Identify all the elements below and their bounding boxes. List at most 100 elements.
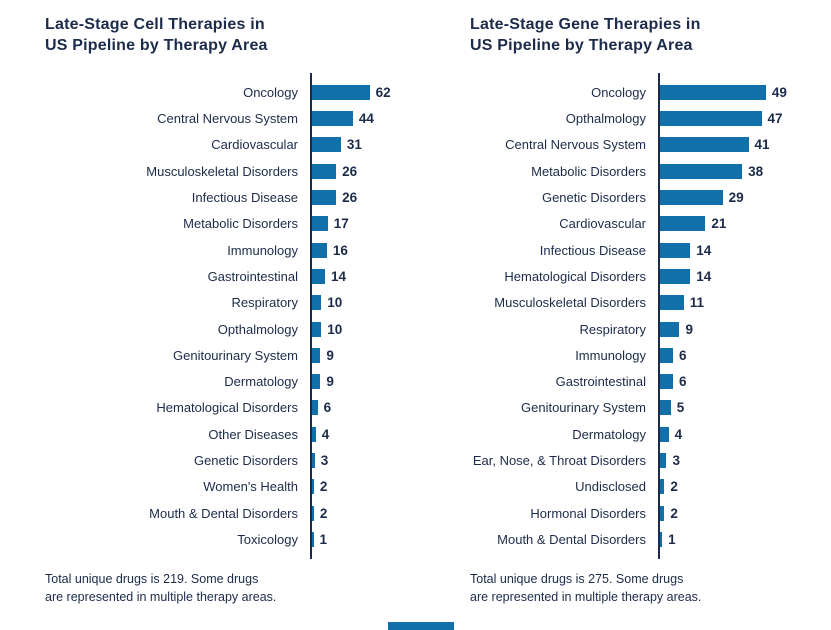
bar-cell: 11 bbox=[658, 295, 705, 311]
value-label: 14 bbox=[696, 268, 712, 284]
value-label: 14 bbox=[331, 268, 347, 284]
chart-title-line-2: US Pipeline by Therapy Area bbox=[45, 37, 268, 55]
bar-row: Undisclosed 2 bbox=[470, 474, 830, 500]
category-label: Respiratory bbox=[579, 321, 646, 337]
value-label: 62 bbox=[375, 84, 391, 100]
bar bbox=[660, 163, 743, 179]
bar bbox=[660, 295, 684, 311]
bar-cell: 6 bbox=[658, 374, 686, 390]
bar bbox=[660, 268, 691, 284]
bar-row: Other Diseases 4 bbox=[45, 421, 470, 447]
category-label: Dermatology bbox=[224, 374, 298, 390]
bar bbox=[660, 321, 680, 337]
bar-cell: 2 bbox=[658, 479, 678, 495]
category-label: Musculoskeletal Disorders bbox=[494, 295, 646, 311]
bar bbox=[660, 216, 706, 232]
category-label: Hormonal Disorders bbox=[530, 505, 646, 521]
bar bbox=[660, 400, 671, 416]
category-label: Genitourinary System bbox=[521, 400, 646, 416]
bar bbox=[660, 111, 762, 127]
bar bbox=[660, 505, 665, 521]
category-label: Women's Health bbox=[203, 479, 298, 495]
chart-plot-area: Oncology 49 Opthalmology 47 Central Nervous … bbox=[470, 73, 830, 559]
category-label: Cardiovascular bbox=[211, 137, 298, 153]
bar-row: Cardiovascular 21 bbox=[470, 211, 830, 237]
bar-cell: 6 bbox=[310, 400, 332, 416]
bar-row: Hematological Disorders 14 bbox=[470, 263, 830, 289]
bar-cell: 3 bbox=[658, 453, 680, 469]
bar bbox=[312, 163, 337, 179]
bar-cell: 17 bbox=[310, 216, 349, 232]
category-label: Infectious Disease bbox=[539, 242, 646, 258]
bar-cell: 2 bbox=[310, 505, 328, 521]
category-label: Genetic Disorders bbox=[193, 453, 298, 469]
bar bbox=[312, 111, 353, 127]
bar bbox=[660, 347, 673, 363]
bar bbox=[660, 374, 673, 390]
bar-cell: 10 bbox=[310, 321, 342, 337]
value-label: 9 bbox=[326, 347, 334, 363]
bar-cell: 49 bbox=[658, 84, 787, 100]
bar-row: Metabolic Disorders 17 bbox=[45, 211, 470, 237]
bar-row: Hematological Disorders 6 bbox=[45, 395, 470, 421]
chart-footnote: Total unique drugs is 275. Some drugs ar… bbox=[470, 570, 830, 608]
value-label: 47 bbox=[767, 111, 783, 127]
bar-row: Immunology 6 bbox=[470, 342, 830, 368]
bar-cell: 9 bbox=[310, 347, 334, 363]
value-label: 11 bbox=[689, 295, 705, 311]
bar-cell: 21 bbox=[658, 216, 726, 232]
value-label: 9 bbox=[685, 321, 693, 337]
bar-row: Genetic Disorders 3 bbox=[45, 447, 470, 473]
bar-cell: 38 bbox=[658, 163, 764, 179]
value-label: 2 bbox=[319, 505, 328, 521]
bar-row: Gastrointestinal 6 bbox=[470, 368, 830, 394]
category-label: Opthalmology bbox=[217, 321, 298, 337]
bar bbox=[660, 453, 667, 469]
category-label: Genitourinary System bbox=[173, 347, 298, 363]
chart-title-line-1: Late-Stage Gene Therapies in bbox=[470, 16, 701, 33]
bar-cell: 14 bbox=[658, 268, 712, 284]
category-label: Gastrointestinal bbox=[555, 374, 646, 390]
bar-cell: 16 bbox=[310, 242, 348, 258]
bar-cell: 4 bbox=[658, 426, 683, 442]
bar-cell: 5 bbox=[658, 400, 684, 416]
value-label: 4 bbox=[674, 426, 683, 442]
value-label: 41 bbox=[754, 137, 770, 153]
bar bbox=[312, 242, 327, 258]
bar bbox=[660, 426, 669, 442]
bar-row: Oncology 49 bbox=[470, 79, 830, 105]
bar-cell: 2 bbox=[310, 479, 327, 495]
bar-row: Musculoskeletal Disorders 11 bbox=[470, 290, 830, 316]
chart-plot-area: Oncology 62 Central Nervous System 44 Cardio… bbox=[45, 73, 470, 559]
category-label: Respiratory bbox=[231, 295, 298, 311]
bar-cell: 47 bbox=[658, 111, 783, 127]
value-label: 38 bbox=[748, 163, 764, 179]
chart-title: Late-Stage Cell Therapies in US Pipeline… bbox=[45, 14, 470, 56]
cropped-bottom-decoration bbox=[388, 622, 454, 630]
bar bbox=[312, 400, 318, 416]
bar-row: Ear, Nose, & Throat Disorders 3 bbox=[470, 447, 830, 473]
category-label: Dermatology bbox=[572, 426, 646, 442]
category-label: Metabolic Disorders bbox=[531, 163, 646, 179]
value-label: 26 bbox=[342, 163, 358, 179]
bar-row: Central Nervous System 44 bbox=[45, 106, 470, 132]
bar-row: Infectious Disease 26 bbox=[45, 184, 470, 210]
chart-footnote: Total unique drugs is 219. Some drugs ar… bbox=[45, 570, 470, 608]
category-label: Infectious Disease bbox=[191, 190, 298, 206]
bar-cell: 9 bbox=[658, 321, 693, 337]
chart-title-line-2: US Pipeline by Therapy Area bbox=[470, 37, 693, 55]
footnote-line-1: Total unique drugs is 275. Some drugs bbox=[470, 571, 684, 586]
bar bbox=[312, 216, 328, 232]
bar bbox=[312, 295, 322, 311]
category-label: Mouth & Dental Disorders bbox=[497, 531, 646, 547]
bar-cell: 29 bbox=[658, 190, 744, 206]
value-label: 49 bbox=[771, 84, 787, 100]
bar-row: Dermatology 4 bbox=[470, 421, 830, 447]
pipeline-charts: Late-Stage Cell Therapies in US Pipeline… bbox=[45, 14, 830, 608]
category-label: Genetic Disorders bbox=[541, 190, 646, 206]
bar bbox=[312, 321, 322, 337]
value-label: 44 bbox=[358, 111, 374, 127]
category-label: Other Diseases bbox=[208, 426, 298, 442]
bar bbox=[660, 479, 665, 495]
value-label: 6 bbox=[323, 400, 332, 416]
